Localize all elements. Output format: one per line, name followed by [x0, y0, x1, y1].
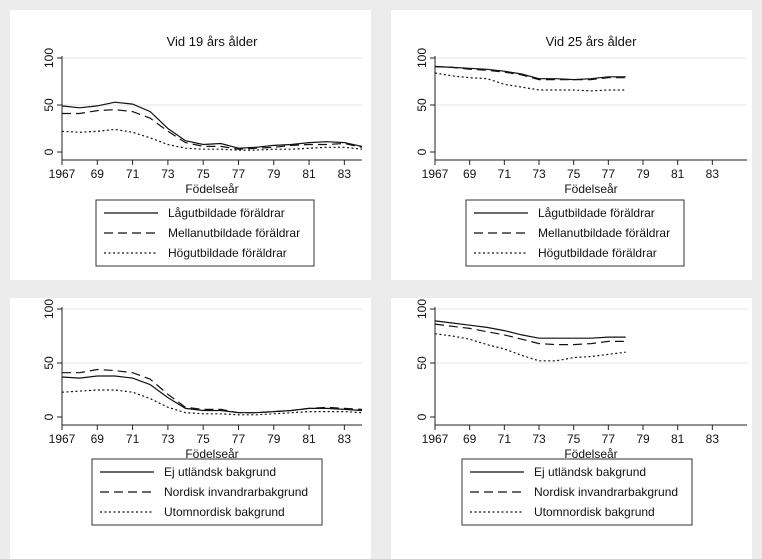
y-tick-label: 0 [415, 413, 429, 420]
series-line-solid [434, 65, 626, 81]
chart-panel-1: Vid 19 års ålder 0 50 100 1967 69 71 73 75 77 79 81… [42, 34, 363, 267]
series-line-dashed [434, 65, 626, 81]
x-tick-label: 83 [706, 432, 720, 446]
x-tick-label: 79 [267, 432, 281, 446]
x-tick-label: 73 [161, 167, 175, 181]
x-tick-label: 69 [463, 167, 477, 181]
legend-entry: Högutbildade föräldrar [168, 246, 287, 260]
x-tick-label: 71 [126, 167, 140, 181]
legend-entry: Nordisk invandrarbakgrund [534, 485, 678, 499]
legend: Lågutbildade föräldrar Mellanutbildade fö… [95, 199, 315, 267]
x-axis-label: Födelseår [564, 447, 617, 461]
x-tick-label: 79 [267, 167, 281, 181]
y-tick-label: 0 [42, 148, 56, 155]
series-line-dotted [434, 333, 626, 362]
x-tick-label: 75 [567, 167, 581, 181]
x-tick-label: 75 [196, 432, 210, 446]
legend: Ej utländsk bakgrund Nordisk invandrarbak… [91, 458, 323, 526]
legend-entry: Lågutbildade föräldrar [168, 206, 285, 220]
x-tick-label: 77 [602, 167, 616, 181]
series-line-solid [61, 101, 363, 149]
y-tick-label: 50 [415, 98, 429, 112]
legend-entry: Mellanutbildade föräldrar [168, 226, 300, 240]
x-tick-label: 1967 [49, 167, 76, 181]
x-tick-label: 77 [232, 167, 246, 181]
x-tick-label: 75 [567, 432, 581, 446]
x-tick-label: 79 [636, 167, 650, 181]
x-tick-label: 73 [532, 432, 546, 446]
series-line-dotted [61, 389, 363, 416]
x-tick-label: 81 [302, 167, 316, 181]
y-tick-label: 50 [42, 356, 56, 370]
series-line-dashed [62, 368, 363, 414]
x-tick-label: 81 [302, 432, 316, 446]
y-tick-label: 100 [42, 48, 56, 68]
series-line-dashed [434, 323, 626, 346]
x-tick-label: 1967 [49, 432, 76, 446]
legend: Ej utländsk bakgrund Nordisk invandrarbak… [461, 458, 693, 526]
x-tick-label: 79 [636, 432, 650, 446]
x-tick-label: 81 [671, 432, 685, 446]
legend-entry: Ej utländsk bakgrund [164, 465, 276, 479]
chart-title: Vid 25 års ålder [546, 34, 637, 49]
legend-entry: Utomnordisk bakgrund [164, 505, 285, 519]
y-tick-label: 100 [415, 48, 429, 68]
y-tick-label: 0 [415, 148, 429, 155]
x-tick-label: 71 [126, 432, 140, 446]
x-tick-label: 81 [671, 167, 685, 181]
x-tick-label: 83 [338, 432, 352, 446]
y-tick-label: 100 [415, 299, 429, 319]
legend-entry: Mellanutbildade föräldrar [538, 226, 670, 240]
x-tick-label: 75 [196, 167, 210, 181]
x-tick-label: 69 [91, 432, 105, 446]
legend-entry: Nordisk invandrarbakgrund [164, 485, 308, 499]
legend-entry: Högutbildade föräldrar [538, 246, 657, 260]
x-tick-label: 73 [532, 167, 546, 181]
legend-entry: Lågutbildade föräldrar [538, 206, 655, 220]
legend-entry: Utomnordisk bakgrund [534, 505, 655, 519]
chart-title: Vid 19 års ålder [167, 34, 258, 49]
x-tick-label: 69 [463, 432, 477, 446]
x-tick-label: 83 [706, 167, 720, 181]
x-axis-label: Födelseår [185, 182, 238, 196]
series-line-dotted [61, 128, 363, 151]
series-line-solid [61, 375, 363, 414]
x-tick-label: 83 [338, 167, 352, 181]
x-axis-label: Födelseår [564, 182, 617, 196]
series-line-solid [434, 320, 626, 339]
y-tick-label: 100 [42, 299, 56, 319]
y-tick-label: 0 [42, 413, 56, 420]
x-tick-label: 1967 [422, 167, 449, 181]
legend: Lågutbildade föräldrar Mellanutbildade fö… [465, 199, 685, 267]
chart-panel-2: Vid 25 års ålder 0 50 100 1967 69 71 73 75 77 79 81… [415, 34, 747, 267]
x-tick-label: 77 [602, 432, 616, 446]
series-line-dotted [434, 72, 626, 92]
legend-entry: Ej utländsk bakgrund [534, 465, 646, 479]
x-tick-label: 73 [161, 432, 175, 446]
series-line-dashed [62, 109, 363, 150]
x-tick-label: 77 [232, 432, 246, 446]
x-tick-label: 71 [498, 432, 512, 446]
x-tick-label: 69 [91, 167, 105, 181]
y-tick-label: 50 [42, 98, 56, 112]
x-axis-label: Födelseår [185, 447, 238, 461]
x-tick-label: 71 [498, 167, 512, 181]
x-tick-label: 1967 [422, 432, 449, 446]
y-tick-label: 50 [415, 356, 429, 370]
